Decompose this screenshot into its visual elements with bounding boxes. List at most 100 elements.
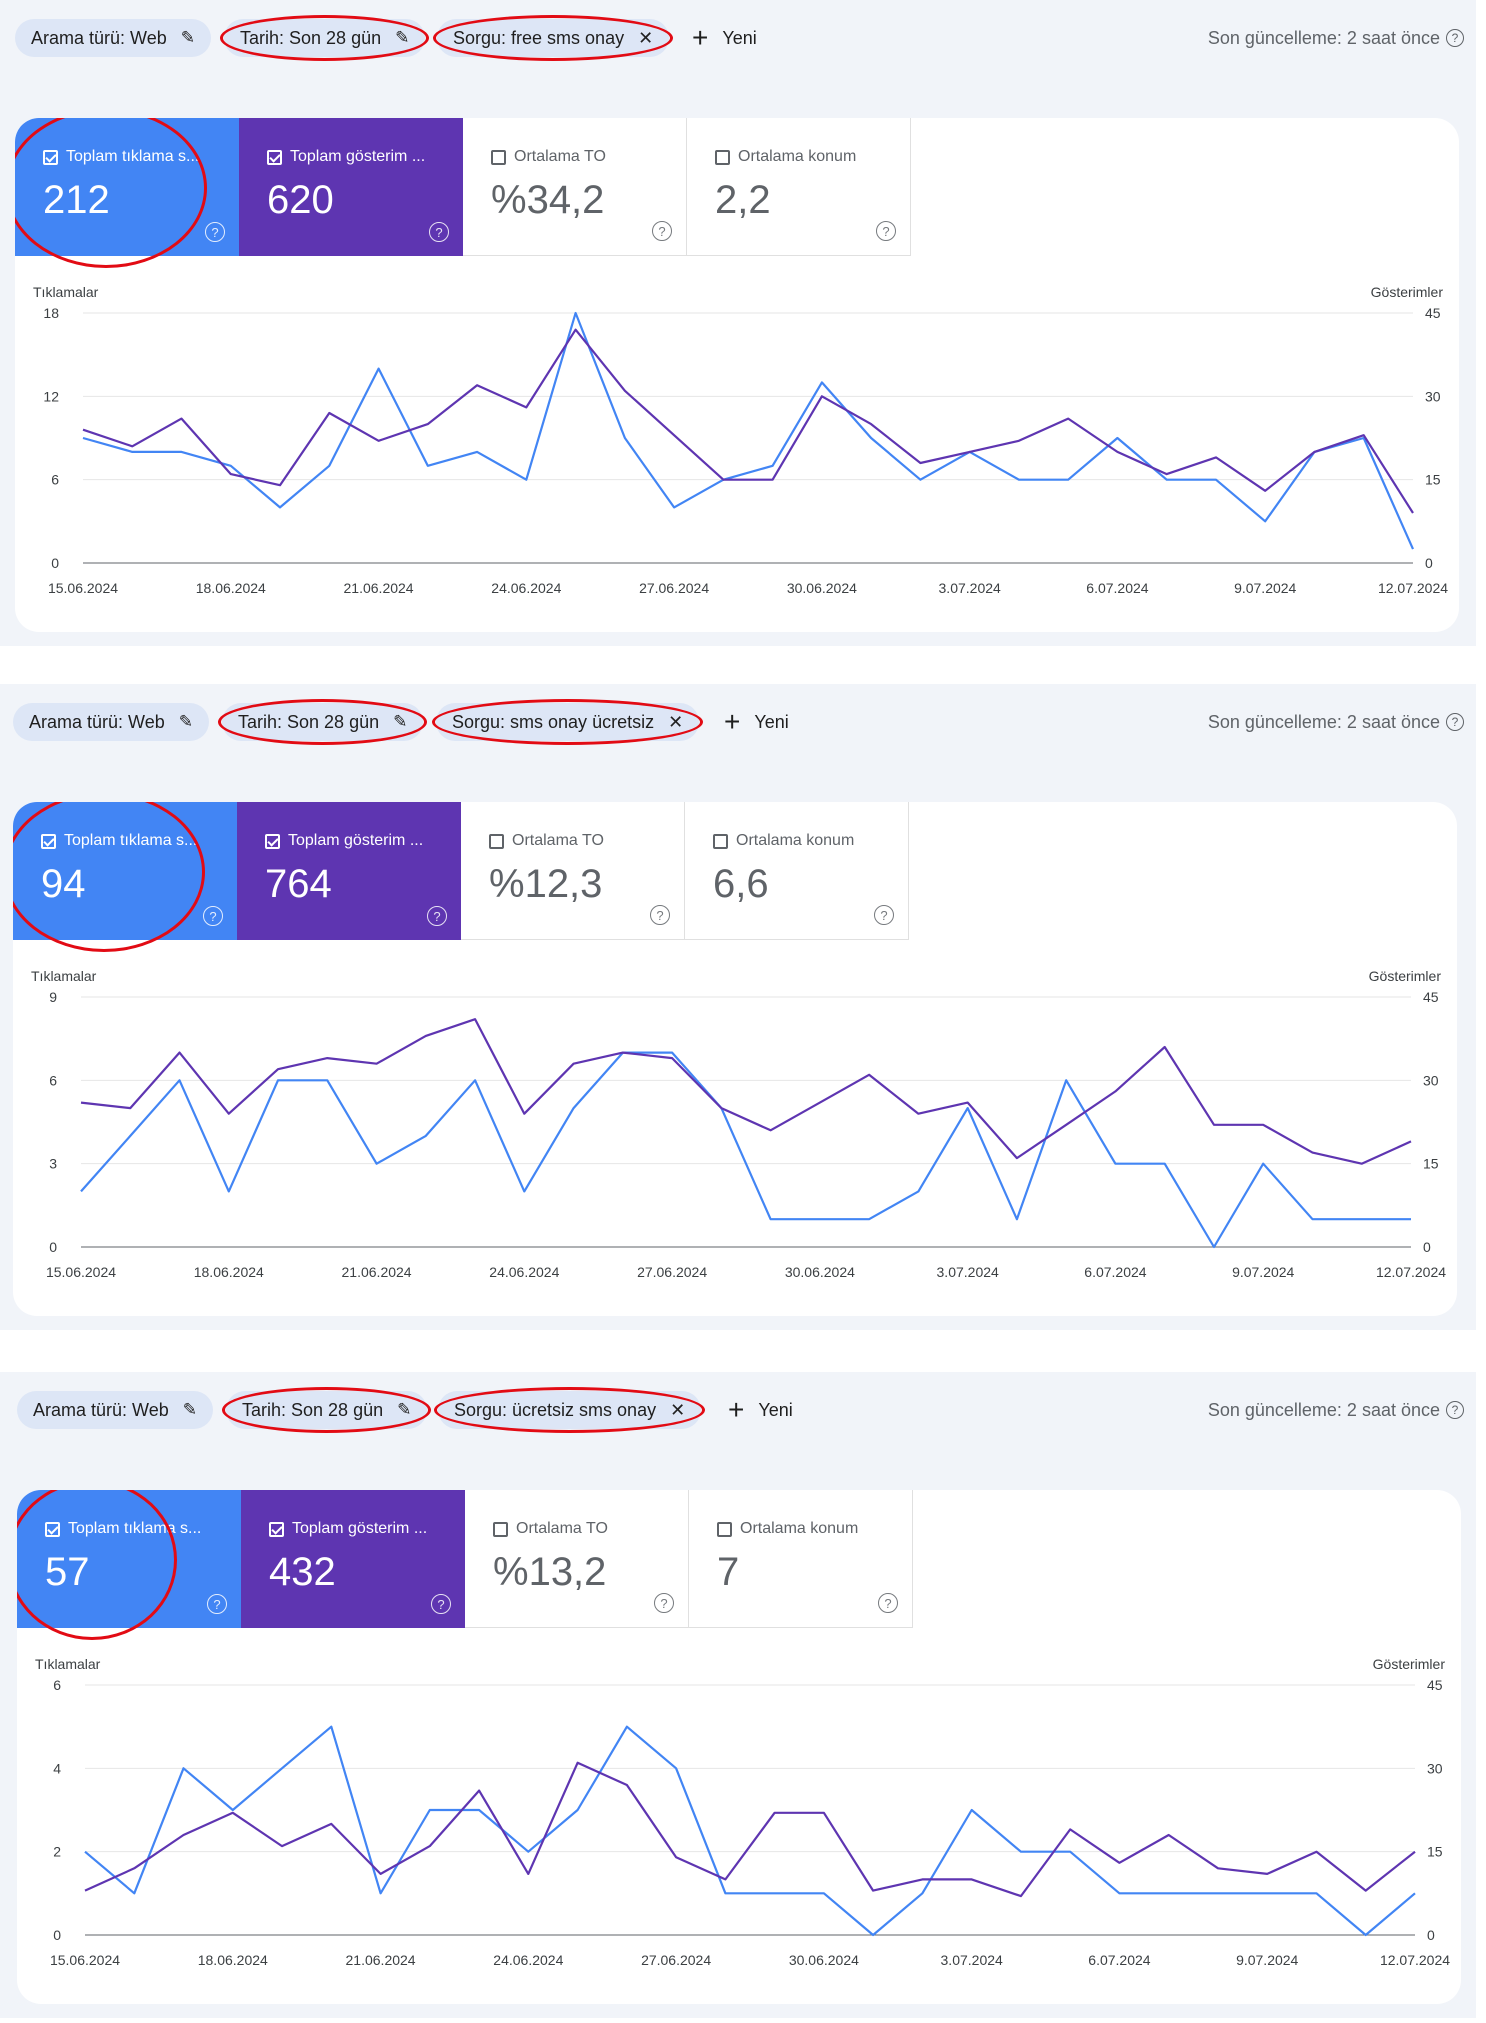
filter-chip-search-type[interactable]: Arama türü: Web ✎ bbox=[15, 19, 211, 57]
pencil-icon[interactable]: ✎ bbox=[182, 1400, 197, 1419]
metric-total-impressions[interactable]: Toplam gösterim ... 620 ? bbox=[239, 118, 463, 256]
checkbox-unchecked-icon[interactable] bbox=[491, 149, 506, 165]
metric-label: Ortalama konum bbox=[736, 832, 855, 849]
metric-average-ctr[interactable]: Ortalama TO %12,3 ? bbox=[461, 802, 685, 940]
help-icon[interactable]: ? bbox=[874, 905, 894, 925]
help-icon[interactable]: ? bbox=[1446, 1401, 1464, 1419]
filter-chip-date[interactable]: Tarih: Son 28 gün ✎ bbox=[220, 15, 430, 61]
metric-average-position[interactable]: Ortalama konum 2,2 ? bbox=[687, 118, 911, 256]
performance-panel-3: Arama türü: Web ✎ Tarih: Son 28 gün ✎ So… bbox=[0, 1372, 1476, 2018]
metric-total-impressions[interactable]: Toplam gösterim ... 764 ? bbox=[237, 802, 461, 940]
performance-chart[interactable]: Tıklamalar Gösterimler 0 2 4 6 0 15 30 45 15.06.20… bbox=[17, 1655, 1461, 1985]
filter-chip-label: Arama türü: Web bbox=[31, 27, 167, 48]
metric-label-row: Ortalama TO bbox=[489, 832, 679, 850]
help-icon[interactable]: ? bbox=[1446, 713, 1464, 731]
help-icon[interactable]: ? bbox=[207, 1594, 227, 1614]
pencil-icon[interactable]: ✎ bbox=[395, 28, 410, 47]
help-icon[interactable]: ? bbox=[205, 222, 225, 242]
close-icon[interactable]: ✕ bbox=[668, 711, 684, 732]
filter-bar: Arama türü: Web ✎ Tarih: Son 28 gün ✎ So… bbox=[0, 0, 1476, 76]
filter-chip-search-type[interactable]: Arama türü: Web ✎ bbox=[13, 703, 209, 741]
plus-icon: + bbox=[724, 706, 741, 737]
metric-average-ctr[interactable]: Ortalama TO %13,2 ? bbox=[465, 1490, 689, 1628]
help-icon[interactable]: ? bbox=[876, 221, 896, 241]
metric-value: 2,2 bbox=[715, 178, 771, 222]
close-icon[interactable]: ✕ bbox=[638, 27, 654, 48]
right-tick-label: 0 bbox=[1427, 1927, 1435, 1943]
help-icon[interactable]: ? bbox=[652, 221, 672, 241]
metric-average-position[interactable]: Ortalama konum 6,6 ? bbox=[685, 802, 909, 940]
checkbox-checked-icon[interactable] bbox=[43, 149, 58, 165]
metric-label: Toplam gösterim ... bbox=[288, 832, 424, 849]
help-icon[interactable]: ? bbox=[654, 1593, 674, 1613]
pencil-icon[interactable]: ✎ bbox=[393, 712, 408, 731]
metric-label-row: Ortalama TO bbox=[493, 1520, 683, 1538]
help-icon[interactable]: ? bbox=[1446, 29, 1464, 47]
new-filter-button[interactable]: + Yeni bbox=[724, 703, 789, 741]
metric-average-position[interactable]: Ortalama konum 7 ? bbox=[689, 1490, 913, 1628]
checkbox-checked-icon[interactable] bbox=[41, 833, 56, 849]
left-axis-title: Tıklamalar bbox=[35, 1656, 101, 1672]
checkbox-unchecked-icon[interactable] bbox=[715, 149, 730, 165]
x-tick-label: 3.07.2024 bbox=[939, 580, 1001, 596]
right-axis-title: Gösterimler bbox=[1373, 1656, 1446, 1672]
x-tick-label: 9.07.2024 bbox=[1232, 1264, 1294, 1280]
filter-bar: Arama türü: Web ✎ Tarih: Son 28 gün ✎ So… bbox=[0, 684, 1476, 760]
checkbox-checked-icon[interactable] bbox=[267, 149, 282, 165]
help-icon[interactable]: ? bbox=[427, 906, 447, 926]
checkbox-unchecked-icon[interactable] bbox=[489, 833, 504, 849]
new-filter-button[interactable]: + Yeni bbox=[692, 19, 757, 57]
plus-icon: + bbox=[728, 1394, 745, 1425]
checkbox-unchecked-icon[interactable] bbox=[713, 833, 728, 849]
metric-label: Ortalama TO bbox=[514, 148, 606, 165]
filter-chip-date[interactable]: Tarih: Son 28 gün ✎ bbox=[218, 699, 428, 745]
performance-chart[interactable]: Tıklamalar Gösterimler 0 3 6 9 0 15 30 45 15.06.20… bbox=[13, 967, 1457, 1297]
help-icon[interactable]: ? bbox=[878, 1593, 898, 1613]
right-tick-label: 0 bbox=[1425, 555, 1433, 571]
pencil-icon[interactable]: ✎ bbox=[178, 712, 193, 731]
left-axis-title: Tıklamalar bbox=[31, 968, 97, 984]
metric-total-impressions[interactable]: Toplam gösterim ... 432 ? bbox=[241, 1490, 465, 1628]
metric-total-clicks[interactable]: Toplam tıklama s... 57 ? bbox=[17, 1490, 241, 1628]
help-icon[interactable]: ? bbox=[431, 1594, 451, 1614]
left-tick-label: 6 bbox=[53, 1677, 61, 1693]
checkbox-checked-icon[interactable] bbox=[265, 833, 280, 849]
checkbox-checked-icon[interactable] bbox=[269, 1521, 284, 1537]
new-filter-button[interactable]: + Yeni bbox=[728, 1391, 793, 1429]
filter-chip-query[interactable]: Sorgu: sms onay ücretsiz ✕ bbox=[432, 699, 704, 745]
filter-chip-label: Sorgu: sms onay ücretsiz bbox=[452, 711, 655, 732]
metric-label-row: Ortalama konum bbox=[713, 832, 903, 850]
help-icon[interactable]: ? bbox=[203, 906, 223, 926]
checkbox-checked-icon[interactable] bbox=[45, 1521, 60, 1537]
filter-chip-query[interactable]: Sorgu: free sms onay ✕ bbox=[433, 15, 674, 61]
filter-chip-query[interactable]: Sorgu: ücretsiz sms onay ✕ bbox=[434, 1387, 706, 1433]
left-tick-label: 0 bbox=[51, 555, 59, 571]
filter-chip-date[interactable]: Tarih: Son 28 gün ✎ bbox=[222, 1387, 432, 1433]
help-icon[interactable]: ? bbox=[650, 905, 670, 925]
filter-bar: Arama türü: Web ✎ Tarih: Son 28 gün ✎ So… bbox=[0, 1372, 1476, 1448]
metric-average-ctr[interactable]: Ortalama TO %34,2 ? bbox=[463, 118, 687, 256]
x-tick-label: 27.06.2024 bbox=[639, 580, 709, 596]
pencil-icon[interactable]: ✎ bbox=[180, 28, 195, 47]
clicks-series-line bbox=[84, 1725, 1416, 1937]
x-tick-label: 24.06.2024 bbox=[491, 580, 561, 596]
close-icon[interactable]: ✕ bbox=[670, 1399, 686, 1420]
clicks-series-line bbox=[80, 1051, 1411, 1249]
checkbox-unchecked-icon[interactable] bbox=[717, 1521, 732, 1537]
right-tick-label: 30 bbox=[1423, 1072, 1439, 1088]
checkbox-unchecked-icon[interactable] bbox=[493, 1521, 508, 1537]
x-tick-label: 3.07.2024 bbox=[941, 1952, 1003, 1968]
metric-total-clicks[interactable]: Toplam tıklama s... 212 ? bbox=[15, 118, 239, 256]
metric-label: Ortalama TO bbox=[512, 832, 604, 849]
pencil-icon[interactable]: ✎ bbox=[397, 1400, 412, 1419]
x-tick-label: 6.07.2024 bbox=[1084, 1264, 1146, 1280]
performance-chart[interactable]: Tıklamalar Gösterimler 0 6 12 18 0 15 30 45 15.06.… bbox=[15, 283, 1459, 613]
metric-value: %34,2 bbox=[491, 178, 605, 222]
filter-chip-search-type[interactable]: Arama türü: Web ✎ bbox=[17, 1391, 213, 1429]
left-tick-label: 3 bbox=[49, 1156, 57, 1172]
metric-total-clicks[interactable]: Toplam tıklama s... 94 ? bbox=[13, 802, 237, 940]
filter-chip-label: Tarih: Son 28 gün bbox=[238, 711, 380, 732]
left-tick-label: 12 bbox=[43, 388, 59, 404]
help-icon[interactable]: ? bbox=[429, 222, 449, 242]
x-tick-label: 30.06.2024 bbox=[787, 580, 857, 596]
